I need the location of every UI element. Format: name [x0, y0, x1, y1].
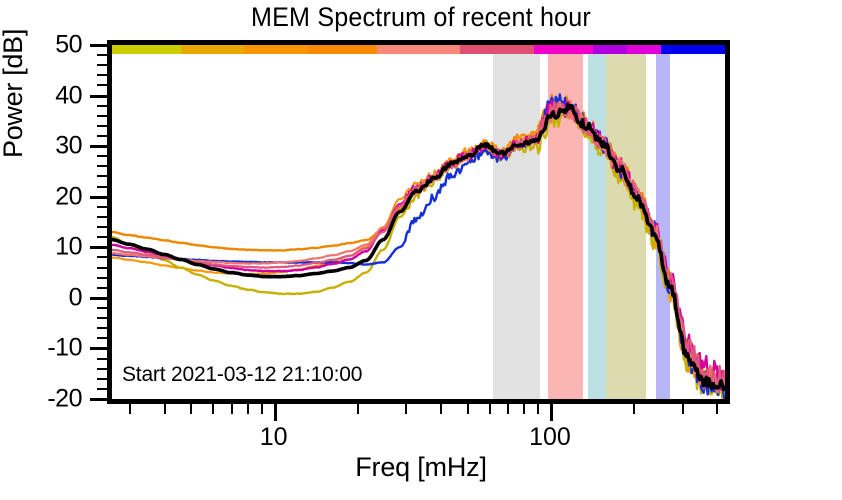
y-tick-minor	[97, 74, 107, 77]
y-tick-minor	[97, 135, 107, 138]
y-tick-label: 40	[55, 81, 82, 110]
y-tick-minor	[97, 114, 107, 117]
y-tick-minor	[97, 367, 107, 370]
y-tick-minor	[97, 276, 107, 279]
x-tick-minor	[356, 404, 359, 414]
y-tick-minor	[97, 286, 107, 289]
spectrum-curves	[112, 93, 725, 399]
x-tick-minor	[681, 404, 684, 414]
y-tick-minor	[97, 357, 107, 360]
y-tick-minor	[97, 54, 107, 57]
color-bar-segment-purple	[592, 45, 627, 54]
y-tick-major	[90, 195, 107, 199]
x-tick-minor	[507, 404, 510, 414]
curve-mean-black	[112, 102, 725, 392]
x-tick-minor	[261, 404, 263, 414]
y-tick-minor	[97, 327, 107, 330]
y-tick-major	[90, 44, 107, 47]
color-bar-segment-blue	[661, 45, 725, 54]
y-tick-minor	[97, 175, 107, 178]
x-tick-minor	[716, 404, 719, 414]
color-bar-segment-salmon	[376, 45, 461, 54]
color-bar-segment-orange	[244, 45, 309, 54]
x-tick-minor	[523, 404, 526, 414]
y-tick-minor	[97, 104, 107, 107]
x-tick-major	[273, 404, 277, 421]
band-khaki	[606, 45, 646, 399]
y-tick-label: 10	[55, 232, 82, 261]
y-tick-major	[90, 246, 107, 250]
y-tick-minor	[97, 266, 107, 269]
y-tick-major	[90, 296, 107, 300]
band-periwinkle	[656, 45, 671, 399]
y-tick-minor	[97, 64, 107, 67]
y-tick-major	[90, 398, 107, 401]
y-tick-major	[90, 94, 107, 98]
x-tick-minor	[405, 404, 408, 414]
x-tick-minor	[190, 404, 193, 414]
color-bar-segment-orange-2	[308, 45, 377, 54]
y-tick-label: 50	[55, 30, 82, 59]
start-time-annotation: Start 2021-03-12 21:10:00	[122, 363, 363, 386]
y-tick-minor	[97, 124, 107, 127]
plot-area	[112, 45, 725, 399]
curve-trace-olive	[112, 103, 725, 399]
y-tick-minor	[97, 84, 107, 87]
y-tick-major	[90, 145, 107, 149]
y-tick-minor	[97, 226, 107, 229]
x-tick-label: 100	[529, 423, 571, 451]
x-tick-minor	[246, 404, 249, 414]
color-bar-segment-magenta-2	[626, 45, 662, 54]
y-tick-label: 30	[55, 131, 82, 160]
chart-title: MEM Spectrum of recent hour	[251, 2, 591, 32]
curve-trace-orange-1	[112, 93, 725, 392]
y-tick-minor	[97, 185, 107, 188]
y-tick-minor	[97, 377, 107, 380]
x-tick-minor	[537, 404, 540, 414]
y-tick-minor	[97, 215, 107, 218]
y-tick-major	[90, 347, 107, 351]
x-tick-minor	[230, 404, 233, 414]
x-tick-minor	[440, 404, 442, 414]
y-tick-label: -20	[47, 384, 82, 413]
x-tick-minor	[212, 404, 215, 414]
y-tick-minor	[97, 306, 107, 309]
color-bar-segment-goldenrod	[180, 45, 245, 54]
y-tick-label: 20	[55, 182, 82, 211]
y-tick-minor	[97, 337, 107, 340]
x-axis-label: Freq [mHz]	[355, 452, 487, 482]
y-tick-minor	[97, 236, 107, 239]
color-bar-segment-olive	[112, 45, 181, 54]
y-tick-minor	[97, 256, 107, 259]
y-tick-minor	[97, 165, 107, 168]
y-tick-minor	[97, 317, 107, 320]
color-bar-segment-rose	[460, 45, 534, 54]
x-tick-label: 10	[259, 423, 288, 451]
y-tick-minor	[97, 387, 107, 390]
x-tick-minor	[488, 404, 491, 414]
x-tick-minor	[163, 404, 166, 414]
x-tick-major	[549, 404, 553, 421]
x-tick-minor	[129, 404, 132, 414]
y-tick-minor	[97, 205, 107, 208]
y-tick-minor	[97, 155, 107, 158]
top-color-bar	[112, 45, 725, 54]
band-gray	[492, 45, 540, 399]
x-tick-minor	[633, 404, 636, 414]
color-bar-segment-magenta	[533, 45, 593, 54]
y-tick-label: -10	[47, 333, 82, 362]
y-tick-label: 0	[68, 283, 83, 312]
x-tick-minor	[466, 404, 469, 414]
